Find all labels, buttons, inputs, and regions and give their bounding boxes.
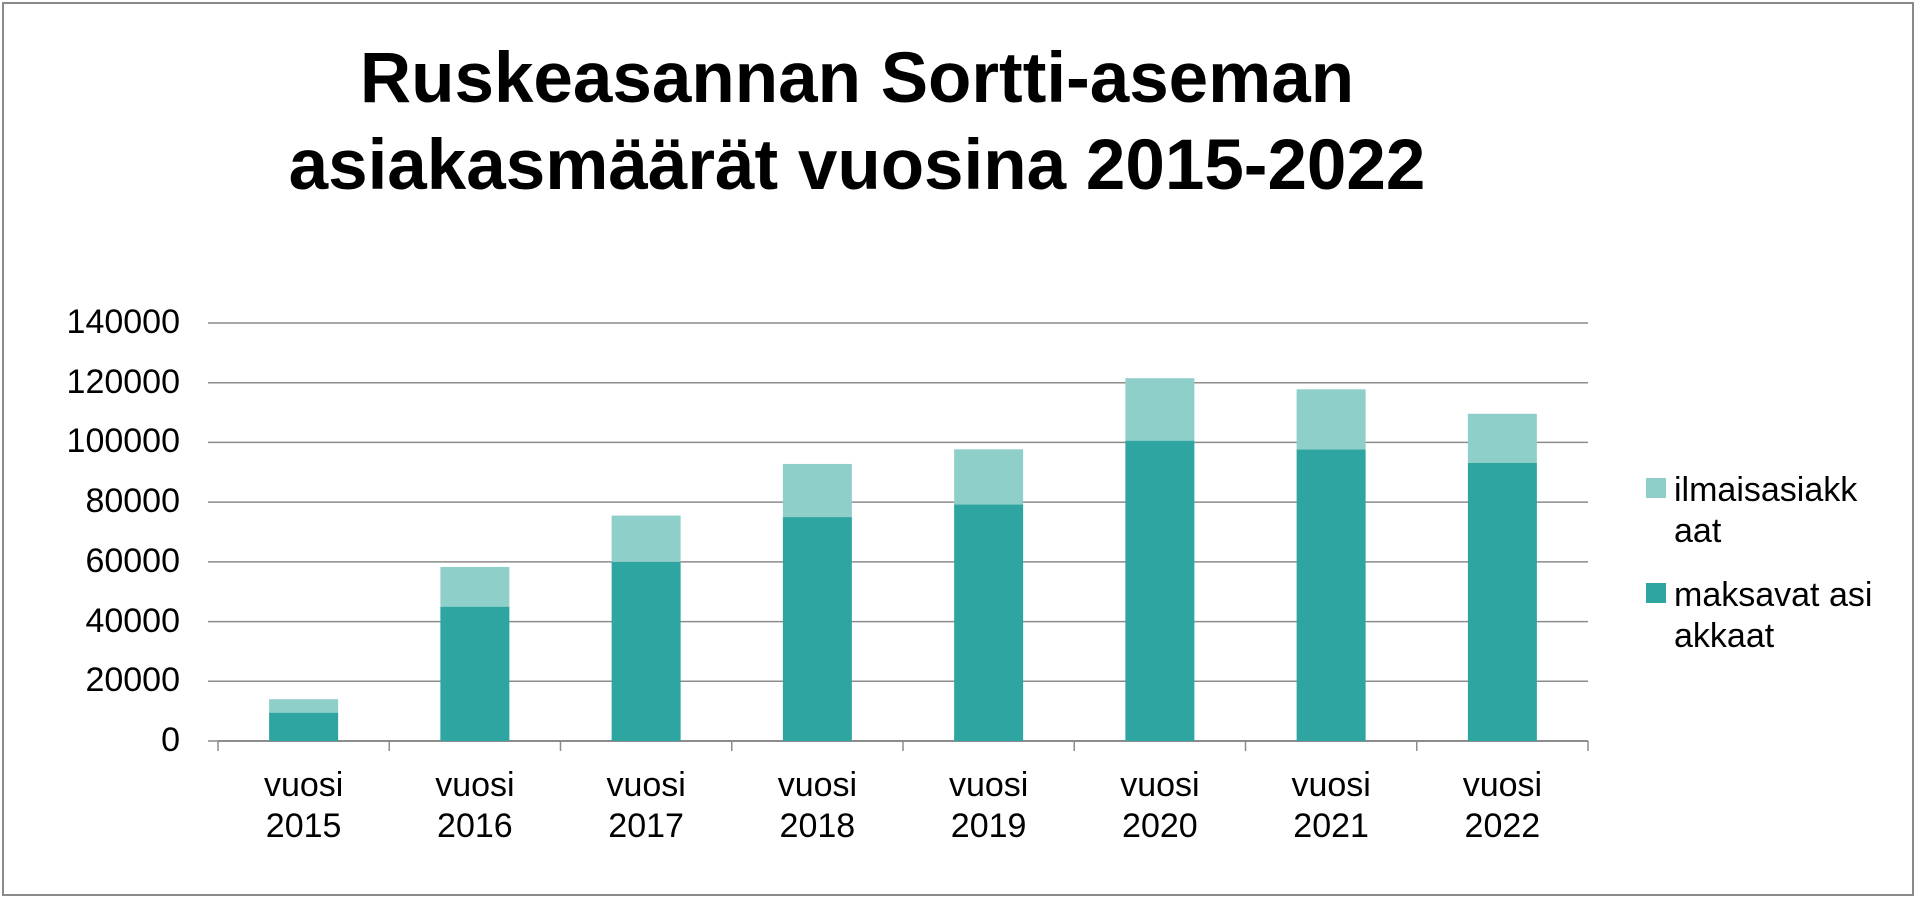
bar-segment <box>1296 449 1366 741</box>
bar-segment <box>782 463 852 518</box>
legend-swatch <box>1646 583 1666 603</box>
bar-segment <box>440 606 510 741</box>
y-tick-label: 60000 <box>85 541 180 580</box>
x-tick-label: vuosi 2018 <box>777 766 858 845</box>
bar-segment <box>269 712 339 741</box>
bar-segment <box>269 699 339 713</box>
legend-label: ilmaisasiakkaat <box>1674 471 1858 550</box>
bar-segment <box>1125 378 1195 441</box>
bar-segment <box>1467 462 1537 741</box>
bar-segment <box>440 566 510 607</box>
x-tick-label: vuosi 2020 <box>1120 766 1200 845</box>
y-tick-label: 140000 <box>66 303 180 341</box>
bar-segment <box>782 517 852 741</box>
bar-segment <box>1467 413 1537 463</box>
x-tick-label: vuosi 2017 <box>606 766 686 845</box>
bar-segment <box>954 504 1024 741</box>
y-tick-label: 120000 <box>66 362 180 401</box>
y-tick-label: 20000 <box>85 661 180 700</box>
x-tick-label: vuosi 2019 <box>948 766 1029 845</box>
y-tick-label: 100000 <box>66 422 180 461</box>
chart-title: Ruskeasannan Sortti-aseman asiakasmäärät… <box>288 39 1426 205</box>
x-tick-label: vuosi 2021 <box>1291 766 1371 845</box>
bar-segment <box>611 515 681 562</box>
legend-swatch <box>1646 478 1666 498</box>
y-tick-label: 80000 <box>85 482 180 521</box>
y-tick-label: 40000 <box>85 601 180 640</box>
bar-segment <box>1296 389 1366 450</box>
x-tick-label: vuosi 2016 <box>435 766 515 845</box>
x-tick-label: vuosi 2022 <box>1462 766 1543 845</box>
y-tick-label: 0 <box>161 721 180 759</box>
bar-segment <box>611 561 681 741</box>
x-tick-label: vuosi 2015 <box>263 766 344 845</box>
bar-segment <box>954 449 1024 505</box>
bar-segment <box>1125 440 1195 741</box>
legend-label: maksavat asiakkaat <box>1674 576 1873 655</box>
